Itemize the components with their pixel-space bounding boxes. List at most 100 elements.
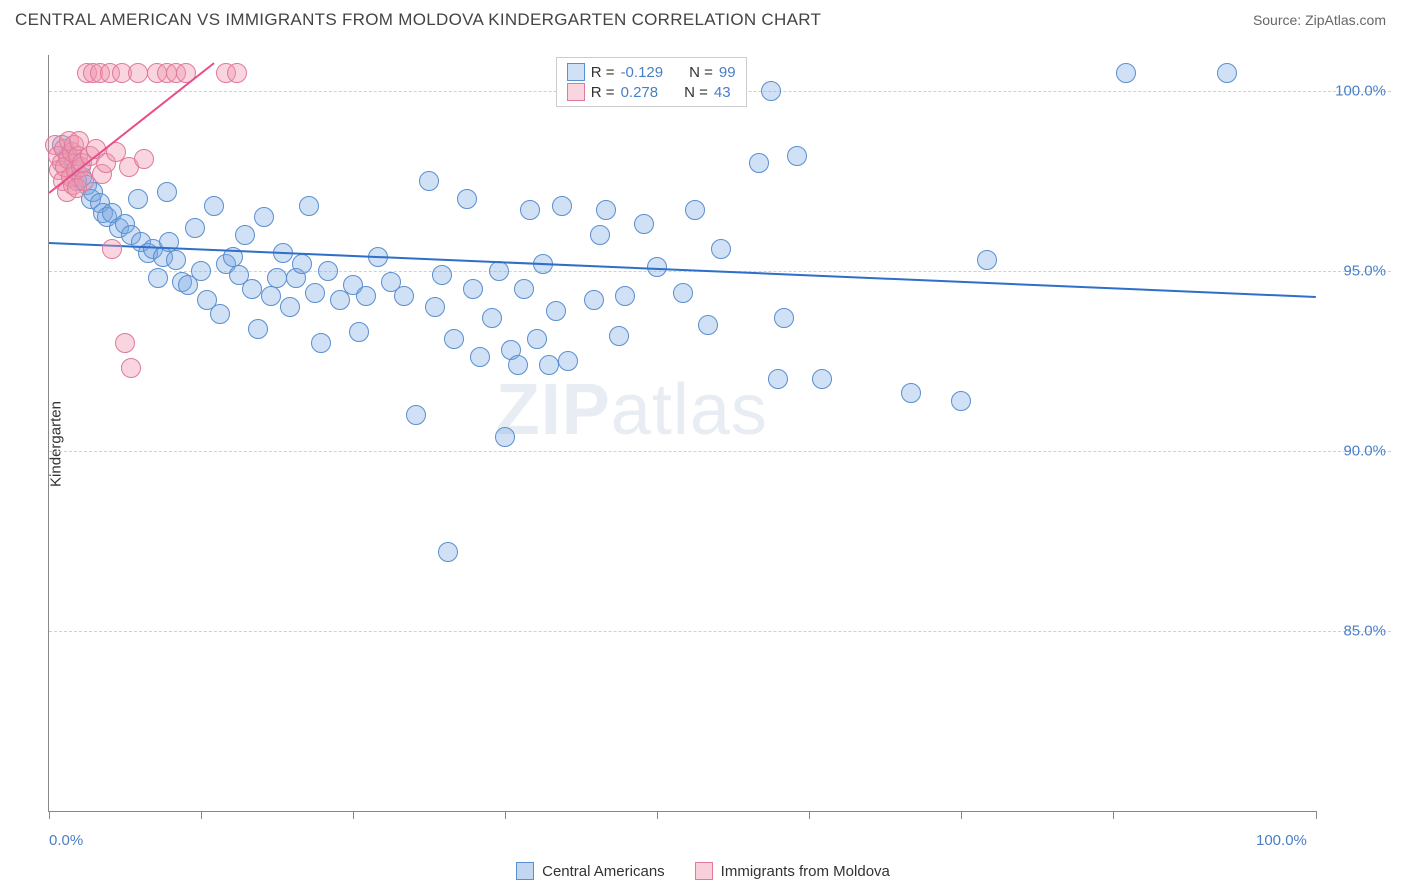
scatter-point	[305, 283, 325, 303]
x-tick-label: 100.0%	[1256, 832, 1307, 849]
x-tick	[49, 811, 50, 819]
stats-row: R = -0.129 N = 99	[567, 62, 736, 82]
legend-item-central: Central Americans	[516, 862, 665, 880]
stats-n-value: 99	[719, 64, 736, 81]
gridline	[49, 451, 1391, 452]
scatter-point	[318, 261, 338, 281]
scatter-point	[191, 261, 211, 281]
scatter-point	[102, 239, 122, 259]
x-tick	[809, 811, 810, 819]
scatter-point	[520, 200, 540, 220]
scatter-point	[166, 250, 186, 270]
scatter-point	[470, 347, 490, 367]
scatter-point	[406, 405, 426, 425]
x-tick	[1113, 811, 1114, 819]
y-tick-label: 100.0%	[1335, 83, 1386, 100]
scatter-point	[210, 304, 230, 324]
watermark-light: atlas	[611, 370, 768, 450]
scatter-point	[482, 308, 502, 328]
scatter-point	[951, 391, 971, 411]
x-tick	[505, 811, 506, 819]
scatter-point	[292, 254, 312, 274]
scatter-point	[539, 355, 559, 375]
scatter-point	[749, 153, 769, 173]
stats-r-label: R =	[591, 64, 615, 81]
scatter-point	[609, 326, 629, 346]
scatter-point	[457, 189, 477, 209]
scatter-point	[685, 200, 705, 220]
scatter-point	[248, 319, 268, 339]
stats-swatch	[567, 63, 585, 81]
scatter-point	[634, 214, 654, 234]
scatter-point	[134, 149, 154, 169]
stats-r-value: -0.129	[621, 64, 664, 81]
gridline	[49, 631, 1391, 632]
scatter-point	[425, 297, 445, 317]
scatter-point	[261, 286, 281, 306]
scatter-point	[394, 286, 414, 306]
legend-swatch	[516, 862, 534, 880]
scatter-point	[1217, 63, 1237, 83]
x-tick	[201, 811, 202, 819]
scatter-point	[349, 322, 369, 342]
scatter-point	[432, 265, 452, 285]
scatter-point	[128, 63, 148, 83]
scatter-point	[444, 329, 464, 349]
scatter-point	[242, 279, 262, 299]
scatter-point	[1116, 63, 1136, 83]
scatter-point	[463, 279, 483, 299]
x-tick	[353, 811, 354, 819]
stats-n-label: N =	[689, 64, 713, 81]
scatter-point	[761, 81, 781, 101]
stats-n-label: N =	[684, 84, 708, 101]
scatter-point	[121, 358, 141, 378]
scatter-point	[356, 286, 376, 306]
scatter-point	[235, 225, 255, 245]
y-tick-label: 95.0%	[1343, 263, 1386, 280]
scatter-point	[527, 329, 547, 349]
scatter-point	[489, 261, 509, 281]
x-tick	[657, 811, 658, 819]
scatter-point	[311, 333, 331, 353]
stats-n-value: 43	[714, 84, 731, 101]
legend-swatch	[695, 862, 713, 880]
scatter-point	[552, 196, 572, 216]
x-tick	[1316, 811, 1317, 819]
scatter-point	[812, 369, 832, 389]
scatter-point	[711, 239, 731, 259]
scatter-point	[299, 196, 319, 216]
scatter-point	[254, 207, 274, 227]
scatter-point	[673, 283, 693, 303]
scatter-point	[185, 218, 205, 238]
stats-swatch	[567, 83, 585, 101]
scatter-point	[901, 383, 921, 403]
legend-item-moldova: Immigrants from Moldova	[695, 862, 890, 880]
chart-header: CENTRAL AMERICAN VS IMMIGRANTS FROM MOLD…	[0, 0, 1406, 35]
scatter-point	[514, 279, 534, 299]
scatter-point	[584, 290, 604, 310]
scatter-point	[128, 189, 148, 209]
chart-container: Kindergarten ZIPatlas 85.0%90.0%95.0%100…	[48, 55, 1391, 832]
scatter-point	[768, 369, 788, 389]
stats-r-label: R =	[591, 84, 615, 101]
stats-row: R = 0.278 N = 43	[567, 82, 736, 102]
legend-label: Immigrants from Moldova	[721, 863, 890, 880]
y-tick-label: 90.0%	[1343, 443, 1386, 460]
scatter-point	[596, 200, 616, 220]
x-tick	[961, 811, 962, 819]
legend: Central Americans Immigrants from Moldov…	[0, 862, 1406, 880]
scatter-point	[590, 225, 610, 245]
stats-box: R =-0.129N =99R =0.278N =43	[556, 57, 747, 107]
watermark: ZIPatlas	[496, 369, 768, 451]
scatter-point	[148, 268, 168, 288]
legend-label: Central Americans	[542, 863, 665, 880]
chart-title: CENTRAL AMERICAN VS IMMIGRANTS FROM MOLD…	[15, 10, 821, 30]
scatter-point	[115, 333, 135, 353]
scatter-point	[787, 146, 807, 166]
plot-area: ZIPatlas 85.0%90.0%95.0%100.0%0.0%100.0%…	[48, 55, 1316, 812]
scatter-point	[280, 297, 300, 317]
scatter-point	[204, 196, 224, 216]
stats-r-value: 0.278	[621, 84, 659, 101]
scatter-point	[508, 355, 528, 375]
scatter-point	[774, 308, 794, 328]
